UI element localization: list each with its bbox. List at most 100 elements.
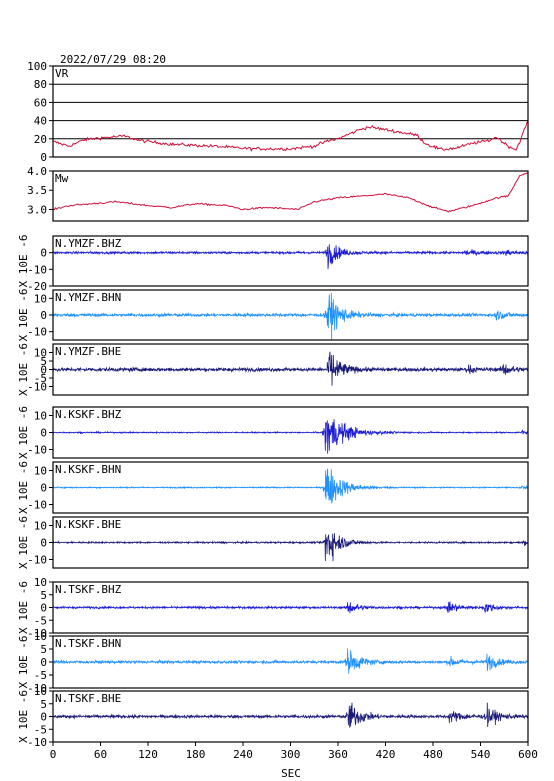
panel-frame xyxy=(52,635,529,689)
waveform-line xyxy=(53,419,528,454)
waveform-line xyxy=(52,702,529,728)
x-tick-label: 60 xyxy=(94,748,107,761)
y-tick-label: -5 xyxy=(34,723,47,736)
y-tick-label: 0 xyxy=(40,364,47,377)
x-tick-label: 120 xyxy=(138,748,158,761)
y-tick-label: 0 xyxy=(40,711,47,724)
panel-n-ymzf-bhn: -10 0 10 N.YMZF.BHN X 10E -6 xyxy=(17,289,529,342)
panel-label: N.TSKF.BHN xyxy=(55,637,121,650)
panel-frame xyxy=(52,289,529,341)
x-axis: 0 60 120 180 240 300 360 420 480 540 600 xyxy=(50,742,538,761)
y-tick-label: 10 xyxy=(34,410,47,423)
x-tick-label: 300 xyxy=(281,748,301,761)
waveform-line xyxy=(52,351,529,386)
y-axis-unit-label: X 10E -6 xyxy=(17,581,30,634)
y-tick-label: -10 xyxy=(27,736,47,749)
y-axis-unit-label: X 10E -6 xyxy=(17,343,30,396)
y-tick-label: 60 xyxy=(34,96,47,109)
series-line xyxy=(52,172,529,213)
y-tick-label: 5 xyxy=(40,355,47,368)
waveform-line xyxy=(52,533,529,562)
y-tick-label: -10 xyxy=(27,326,47,339)
y-tick-label: -5 xyxy=(34,669,47,682)
series-line xyxy=(52,120,529,152)
y-tick-label: 10 xyxy=(34,685,47,698)
y-tick-label: 0 xyxy=(40,482,47,495)
y-tick-label: 10 xyxy=(34,347,47,360)
panel-label: N.YMZF.BHZ xyxy=(55,237,122,250)
panel-label: N.KSKF.BHZ xyxy=(55,408,122,421)
y-tick-label: 0 xyxy=(40,309,47,322)
panel-label: Mw xyxy=(55,172,69,185)
y-tick-label: -10 xyxy=(27,682,47,695)
x-tick-label: 540 xyxy=(471,748,491,761)
y-tick-label: -5 xyxy=(34,614,47,627)
x-tick-label: 600 xyxy=(518,748,538,761)
x-tick-label: 240 xyxy=(233,748,253,761)
panel-label: N.YMZF.BHE xyxy=(55,345,121,358)
y-tick-label: 100 xyxy=(27,60,47,73)
panel-frame xyxy=(52,235,529,287)
panel-n-kskf-bhe: -10 0 10 N.KSKF.BHE X 10E -6 xyxy=(17,516,529,569)
y-tick-label: -10 xyxy=(27,554,47,567)
waveform-line xyxy=(52,601,529,614)
panel-label: N.TSKF.BHZ xyxy=(55,583,122,596)
y-tick-label: 80 xyxy=(34,78,47,91)
panel-label: N.TSKF.BHE xyxy=(55,692,121,705)
y-tick-label: 5 xyxy=(40,643,47,656)
y-axis-unit-label: X 10E -6 xyxy=(17,516,30,569)
y-tick-label: 0 xyxy=(40,656,47,669)
y-tick-label: -10 xyxy=(27,263,47,276)
waveform-line xyxy=(52,244,529,270)
x-tick-label: 180 xyxy=(186,748,206,761)
waveform-line xyxy=(52,648,528,674)
y-tick-label: 40 xyxy=(34,115,47,128)
y-tick-label: -10 xyxy=(27,444,47,457)
y-tick-label: 3.5 xyxy=(27,184,47,197)
waveform-line xyxy=(52,468,528,504)
x-tick-label: 420 xyxy=(376,748,396,761)
panel-frame xyxy=(52,343,529,396)
y-axis-unit-label: X 10E -6 xyxy=(17,461,30,514)
panel-n-kskf-bhn: -10 0 10 N.KSKF.BHN X 10E -6 xyxy=(17,461,529,514)
y-tick-label: 0 xyxy=(40,151,47,164)
y-tick-label: 10 xyxy=(34,292,47,305)
y-tick-label: 10 xyxy=(34,520,47,533)
panel-label: N.KSKF.BHE xyxy=(55,518,121,531)
figure-datetime: 2022/07/29 08:20 xyxy=(60,53,166,66)
y-tick-label: -5 xyxy=(34,372,47,385)
x-tick-label: 480 xyxy=(423,748,443,761)
y-tick-label: 5 xyxy=(40,698,47,711)
waveform-line xyxy=(52,292,528,341)
y-tick-label: -20 xyxy=(27,280,47,293)
panel-frame xyxy=(52,461,529,514)
y-tick-label: 0 xyxy=(40,537,47,550)
panel-label: N.YMZF.BHN xyxy=(55,291,121,304)
panel-label: N.KSKF.BHN xyxy=(55,463,121,476)
y-axis-unit-label: X 10E -6 xyxy=(17,690,30,743)
panel-vr: 0 20 40 60 80 100 VR xyxy=(27,60,529,164)
y-tick-label: 0 xyxy=(40,427,47,440)
x-axis-label: SEC xyxy=(281,767,301,780)
y-tick-label: 0 xyxy=(40,247,47,260)
y-tick-label: 10 xyxy=(34,465,47,478)
panel-frame xyxy=(52,581,529,634)
panel-n-ymzf-bhz: -20 -10 0 N.YMZF.BHZ X 10E -6 xyxy=(17,235,529,293)
panels-group: 020406080100VR3.03.54.0Mw-20-100N.YMZF.B… xyxy=(17,60,529,749)
y-tick-label: 10 xyxy=(34,576,47,589)
panel-frame xyxy=(52,170,529,222)
y-tick-label: 10 xyxy=(34,630,47,643)
y-axis-unit-label: X 10E -6 xyxy=(17,406,30,459)
y-tick-label: -10 xyxy=(27,499,47,512)
y-tick-label: -10 xyxy=(27,381,47,394)
x-tick-label: 0 xyxy=(50,748,57,761)
y-tick-label: 20 xyxy=(34,133,47,146)
y-tick-label: 3.0 xyxy=(27,203,47,216)
panel-frame xyxy=(52,516,529,569)
y-axis-unit-label: X 10E -6 xyxy=(17,289,30,342)
